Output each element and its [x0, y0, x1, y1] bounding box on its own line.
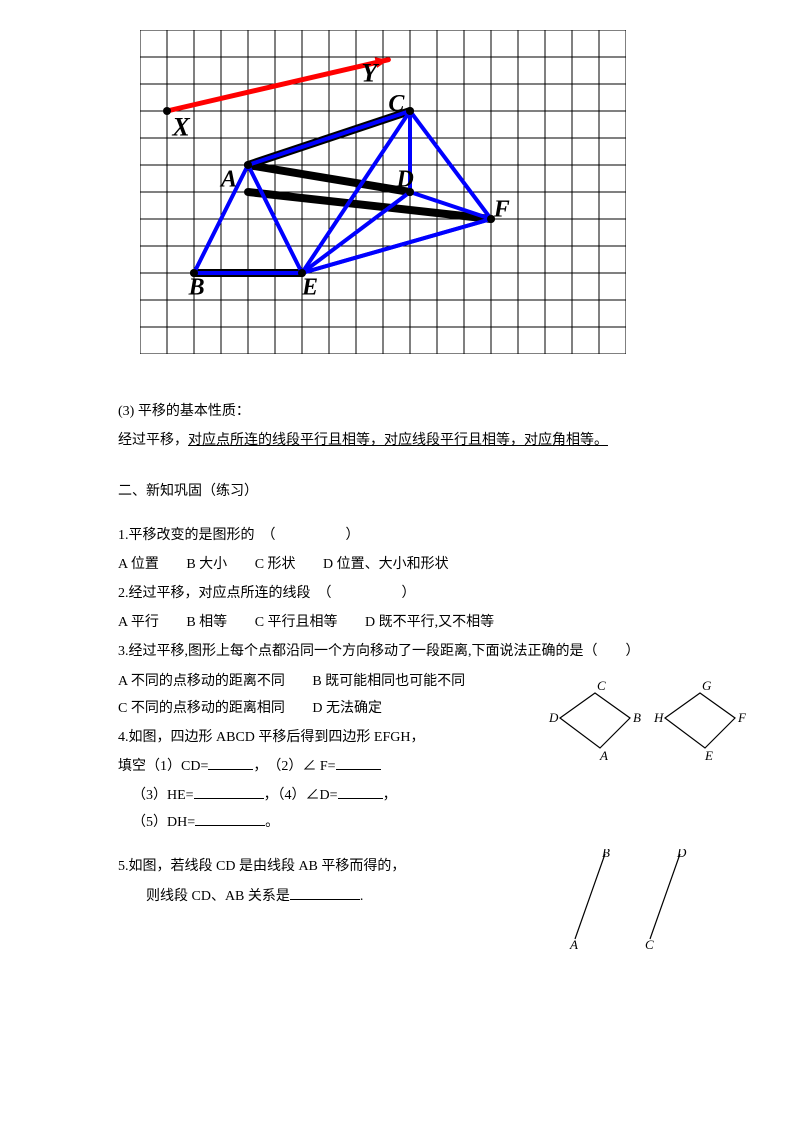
q4-1a: 填空（1）CD=	[118, 759, 208, 774]
grid-svg: X Y A B C D E F	[140, 30, 626, 354]
svg-text:C: C	[645, 937, 654, 952]
section-2-title: 二、新知巩固（练习）	[90, 479, 740, 504]
q1-opt-c: C 形状	[255, 557, 296, 572]
q4-figure: C B A D G F E H	[540, 678, 750, 778]
q4-2b: ，（4）∠D=	[264, 788, 338, 803]
q1-opt-a: A 位置	[118, 557, 159, 572]
svg-text:A: A	[569, 937, 578, 952]
q4-3b: 。	[265, 815, 279, 830]
blank-angle-f[interactable]	[336, 755, 381, 770]
q4-line3: （5）DH= 。	[132, 810, 740, 837]
q5-figure: A B C D	[550, 849, 710, 964]
blank-dh[interactable]	[195, 811, 265, 826]
property-prefix: 经过平移，	[118, 433, 188, 448]
q1-opt-b: B 大小	[186, 557, 227, 572]
blank-cd[interactable]	[208, 755, 253, 770]
svg-text:X: X	[171, 112, 190, 141]
svg-text:C: C	[388, 91, 405, 117]
q4-1b: ， （2）∠ F=	[253, 759, 335, 774]
svg-text:A: A	[219, 167, 237, 193]
grid-translation-diagram: X Y A B C D E F	[140, 30, 740, 359]
q2-opt-d: D 既不平行,又不相等	[365, 615, 494, 630]
blank-relation[interactable]	[290, 885, 360, 900]
q4-3a: （5）DH=	[132, 815, 195, 830]
svg-text:B: B	[633, 710, 641, 725]
svg-text:B: B	[188, 275, 205, 301]
blank-he[interactable]	[194, 784, 264, 799]
svg-text:A: A	[599, 748, 608, 763]
svg-text:E: E	[301, 275, 318, 301]
svg-text:G: G	[702, 678, 712, 693]
svg-text:D: D	[548, 710, 559, 725]
q5-2b: .	[360, 889, 364, 904]
blank-angle-d[interactable]	[338, 784, 383, 799]
svg-text:D: D	[676, 849, 687, 860]
q2-opt-c: C 平行且相等	[255, 615, 338, 630]
q4-2a: （3）HE=	[132, 788, 194, 803]
svg-text:F: F	[737, 710, 747, 725]
q3-opt-b: B 既可能相同也可能不同	[312, 674, 465, 689]
svg-text:Y: Y	[361, 58, 379, 87]
q2-opt-a: A 平行	[118, 615, 159, 630]
q5-2a: 则线段 CD、AB 关系是	[146, 889, 290, 904]
q2-options: A 平行 B 相等 C 平行且相等 D 既不平行,又不相等	[90, 610, 740, 635]
q3-opt-a: A 不同的点移动的距离不同	[118, 674, 285, 689]
svg-text:D: D	[396, 167, 414, 193]
q4-2c: ，	[383, 788, 397, 803]
svg-text:B: B	[602, 849, 610, 860]
property-underline: 对应点所连的线段平行且相等，对应线段平行且相等，对应角相等。	[188, 433, 608, 448]
svg-text:E: E	[704, 748, 713, 763]
q1-stem: 1.平移改变的是图形的 （ ）	[90, 523, 740, 548]
q1-options: A 位置 B 大小 C 形状 D 位置、大小和形状	[90, 552, 740, 577]
svg-text:H: H	[653, 710, 664, 725]
q4-svg: C B A D G F E H	[540, 678, 750, 773]
q4-block: CBADGFEH C 不同的点移动的距离相同 D 无法确定 4.如图，四边形 A…	[90, 696, 740, 837]
q2-stem: 2.经过平移，对应点所连的线段 （ ）	[90, 581, 740, 606]
q5-block: ABCD 5.如图，若线段 CD 是由线段 AB 平移而得的， 则线段 CD、A…	[90, 854, 740, 908]
svg-text:F: F	[493, 196, 510, 222]
q3-stem: 3.经过平移,图形上每个点都沿同一个方向移动了一段距离,下面说法正确的是（ ）	[90, 639, 740, 664]
q5-svg: A B C D	[550, 849, 710, 959]
q4-line2: （3）HE= ，（4）∠D= ，	[132, 783, 740, 810]
svg-text:C: C	[597, 678, 606, 693]
property-heading: (3) 平移的基本性质：	[90, 399, 740, 424]
property-text: 经过平移，对应点所连的线段平行且相等，对应线段平行且相等，对应角相等。	[90, 428, 740, 453]
q3-opt-d: D 无法确定	[312, 701, 382, 716]
q2-opt-b: B 相等	[186, 615, 227, 630]
q1-opt-d: D 位置、大小和形状	[323, 557, 449, 572]
page: X Y A B C D E F (3) 平移的基本性质： 经过平移，对应点所连的线段平行且相等…	[0, 0, 800, 953]
q3-opt-c: C 不同的点移动的距离相同	[118, 701, 285, 716]
